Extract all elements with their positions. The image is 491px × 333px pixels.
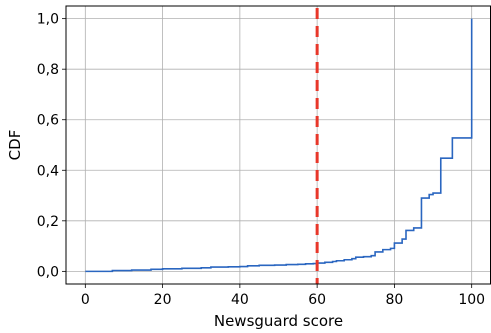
y-axis-label: CDF	[6, 130, 24, 161]
y-tick-label: 0,2	[37, 214, 59, 230]
x-tick-label: 40	[231, 292, 249, 308]
y-tick-label: 0,8	[37, 62, 59, 78]
axes-frame	[65, 5, 491, 285]
grid	[66, 6, 491, 284]
y-tick-label: 0,6	[37, 113, 59, 129]
x-tick-label: 100	[458, 292, 485, 308]
plot-area	[85, 18, 473, 273]
y-tick-label: 1,0	[37, 12, 59, 28]
cdf-series-line	[85, 18, 473, 273]
x-axis-label: Newsguard score	[214, 312, 343, 330]
x-tick-label: 0	[81, 292, 90, 308]
x-tick-label: 80	[385, 292, 403, 308]
ticks: 0 20 40 60 80 100 0,0 0,2 0,4 0,6 0,8 1,0	[37, 12, 485, 308]
y-tick-label: 0,4	[37, 163, 59, 179]
x-tick-label: 60	[308, 292, 326, 308]
x-tick-label: 20	[154, 292, 172, 308]
y-tick-label: 0,0	[37, 264, 59, 280]
